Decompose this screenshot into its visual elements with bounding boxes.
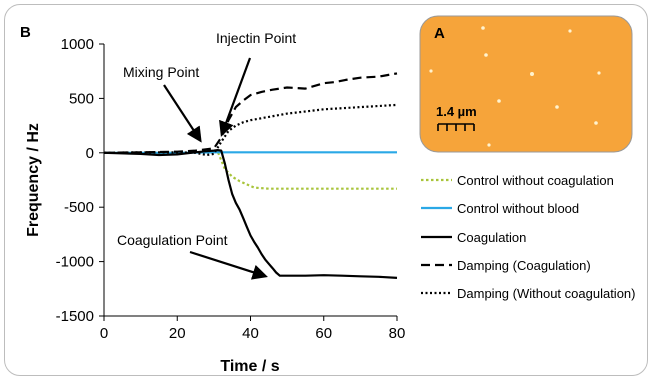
figure-frame [4, 4, 648, 376]
tick-labels: -1500 -1000 -500 0 500 1000 0 20 40 60 80 [56, 36, 406, 342]
y-tick-label: -500 [64, 199, 94, 216]
inset-background [419, 15, 633, 153]
series-line-4 [103, 72, 398, 154]
panel-b-label: B [20, 24, 31, 41]
x-axis-title: Time / s [220, 358, 279, 375]
legend-label-5: Damping (Without coagulation) [457, 286, 635, 301]
x-tick-label: 20 [169, 325, 186, 342]
series-line-1 [104, 150, 397, 190]
annotation-injectin-point: Injectin Point [216, 30, 296, 46]
y-axis-title: Frequency / Hz [25, 123, 42, 237]
panel-a-label: A [434, 25, 445, 42]
arrow-coagulation-point [189, 250, 268, 280]
arrow-injectin-point [219, 57, 252, 137]
y-tick-label: 0 [86, 145, 94, 162]
x-tick-label: 40 [242, 325, 259, 342]
scale-bar-label: 1.4 µm [436, 104, 477, 119]
x-tick-label: 80 [389, 325, 406, 342]
inset-panel-a: A 1.4 µm [419, 15, 633, 153]
chart-axes [99, 43, 398, 321]
legend-label-1: Control without coagulation [457, 173, 614, 188]
series-line-5 [103, 103, 398, 157]
scale-bar [437, 123, 475, 131]
annotation-coagulation-point: Coagulation Point [117, 232, 228, 248]
arrow-mixing-point [163, 84, 202, 143]
y-tick-label: -1000 [56, 254, 94, 271]
x-tick-label: 0 [100, 325, 108, 342]
y-tick-label: 1000 [61, 36, 94, 53]
legend-label-4: Damping (Coagulation) [457, 258, 591, 273]
series-group [103, 72, 398, 279]
legend-label-3: Coagulation [457, 230, 526, 245]
y-tick-label: -1500 [56, 308, 94, 325]
annotations: Mixing Point Injectin Point Coagulation … [117, 30, 296, 280]
x-tick-label: 60 [315, 325, 332, 342]
afm-particles [429, 26, 601, 147]
series-line-3 [103, 149, 398, 279]
y-tick-label: 500 [69, 90, 94, 107]
legend: Control without coagulation Control witho… [421, 173, 635, 301]
annotation-mixing-point: Mixing Point [123, 64, 199, 80]
legend-label-2: Control without blood [457, 201, 579, 216]
